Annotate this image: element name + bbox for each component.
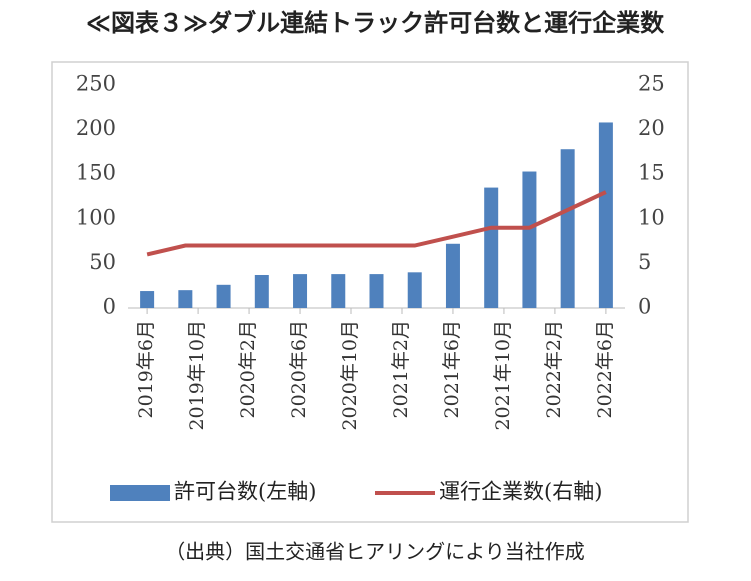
line xyxy=(146,190,607,257)
bar xyxy=(484,187,499,308)
x-tick-label: 2020年6月 xyxy=(288,320,310,418)
bar xyxy=(560,149,575,308)
bar xyxy=(522,171,537,308)
y2-tick-label: 15 xyxy=(638,161,665,185)
bar xyxy=(598,122,613,309)
bar xyxy=(254,274,269,308)
x-tick-label: 2022年2月 xyxy=(543,320,565,418)
source-note: （出典）国土交通省ヒアリングにより当社作成 xyxy=(165,540,585,564)
bar xyxy=(216,284,231,308)
legend-label: 許可台数(左軸) xyxy=(174,480,316,504)
y2-tick-label: 20 xyxy=(638,116,665,140)
y2-tick-label: 10 xyxy=(638,205,665,229)
chart-frame xyxy=(51,61,689,523)
y-tick-label: 200 xyxy=(76,116,116,140)
x-tick-label: 2020年10月 xyxy=(339,320,361,431)
bar xyxy=(445,243,460,308)
bar xyxy=(407,272,422,308)
y2-tick-label: 25 xyxy=(638,72,665,96)
bar xyxy=(293,274,308,308)
x-tick-label: 2021年2月 xyxy=(390,320,412,418)
x-tick-label: 2021年10月 xyxy=(492,320,514,431)
bar xyxy=(331,274,346,308)
y2-tick-label: 0 xyxy=(638,295,651,319)
y2-tick-label: 5 xyxy=(638,250,651,274)
y-tick-label: 0 xyxy=(103,295,116,319)
y-tick-label: 250 xyxy=(76,72,116,96)
x-tick-label: 2021年6月 xyxy=(441,320,463,418)
y-tick-label: 150 xyxy=(76,161,116,185)
y-tick-label: 100 xyxy=(76,205,116,229)
bar xyxy=(178,290,193,308)
legend-swatch xyxy=(110,485,170,501)
y-tick-label: 50 xyxy=(89,250,116,274)
x-tick-label: 2022年6月 xyxy=(594,320,616,418)
chart-title: ≪図表３≫ダブル連結トラック許可台数と運行企業数 xyxy=(86,9,665,37)
bar xyxy=(369,274,384,308)
bar xyxy=(140,291,155,308)
legend-label: 運行企業数(右軸) xyxy=(439,480,602,504)
x-tick-label: 2019年6月 xyxy=(135,320,157,418)
x-tick-label: 2020年2月 xyxy=(237,320,259,418)
x-tick-label: 2019年10月 xyxy=(186,320,208,431)
